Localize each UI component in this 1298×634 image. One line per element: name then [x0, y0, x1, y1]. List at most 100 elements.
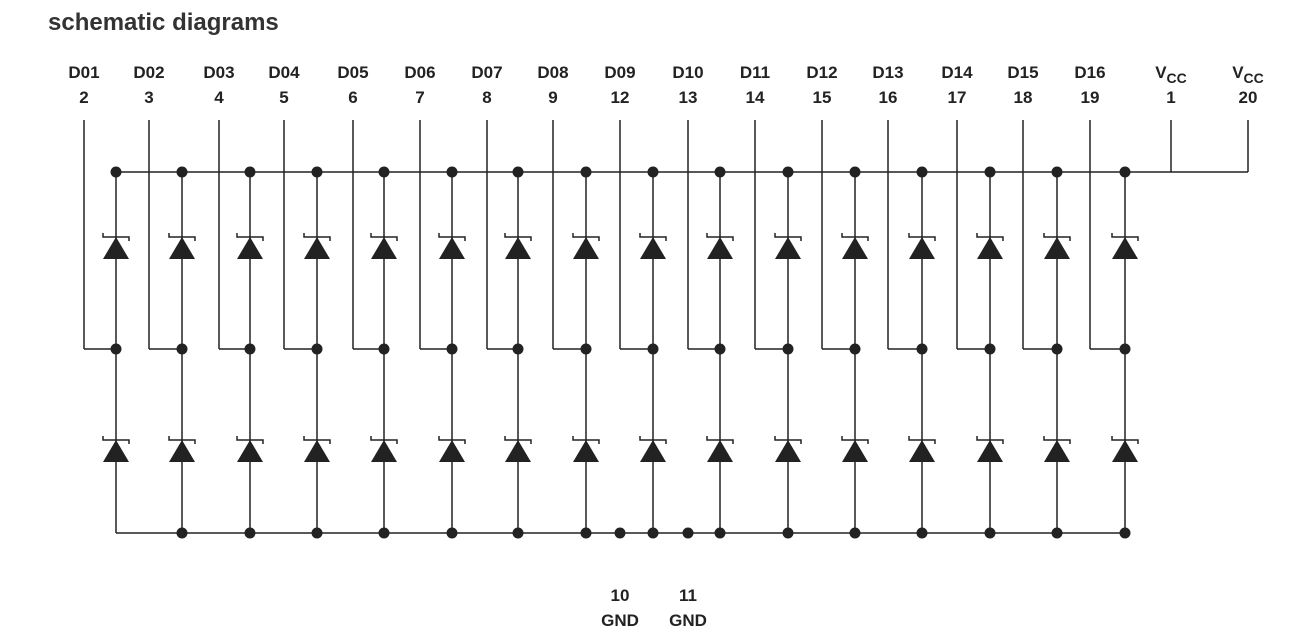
zener-diode: [103, 440, 129, 462]
pin-number: 15: [813, 88, 832, 107]
zener-diode: [640, 440, 666, 462]
zener-diode: [371, 440, 397, 462]
zener-bar: [572, 436, 600, 444]
junction: [1051, 527, 1063, 539]
junction: [647, 166, 659, 178]
zener-bar: [370, 436, 398, 444]
zener-bar: [236, 233, 264, 241]
junction: [110, 343, 122, 355]
zener-diode: [169, 440, 195, 462]
junction: [849, 527, 861, 539]
junction: [446, 166, 458, 178]
zener-bar: [303, 436, 331, 444]
junction: [512, 166, 524, 178]
pin-name: D16: [1074, 63, 1105, 82]
junction: [849, 166, 861, 178]
junction: [446, 527, 458, 539]
junction: [916, 343, 928, 355]
zener-diode: [1044, 440, 1070, 462]
zener-bar: [1043, 233, 1071, 241]
junction: [714, 527, 726, 539]
pin-number: 16: [879, 88, 898, 107]
zener-bar: [1043, 436, 1071, 444]
pin-name: D01: [68, 63, 99, 82]
zener-diode: [775, 237, 801, 259]
zener-bar: [706, 233, 734, 241]
pin-name: D14: [941, 63, 973, 82]
pin-name: D13: [872, 63, 903, 82]
zener-bar: [774, 233, 802, 241]
pin-name: D07: [471, 63, 502, 82]
zener-bar: [976, 233, 1004, 241]
junction: [378, 343, 390, 355]
junction: [311, 166, 323, 178]
zener-diode: [169, 237, 195, 259]
pin-name: D03: [203, 63, 234, 82]
zener-bar: [976, 436, 1004, 444]
pin-name: D05: [337, 63, 368, 82]
zener-diode: [304, 237, 330, 259]
zener-diode: [573, 440, 599, 462]
zener-bar: [370, 233, 398, 241]
junction: [682, 527, 694, 539]
junction: [580, 527, 592, 539]
junction: [647, 343, 659, 355]
pin-number: 12: [611, 88, 630, 107]
zener-diode: [775, 440, 801, 462]
zener-diode: [640, 237, 666, 259]
junction: [916, 166, 928, 178]
vcc-sub: CC: [1167, 70, 1187, 86]
pin-name: D11: [740, 63, 770, 82]
junction: [782, 166, 794, 178]
junction: [176, 343, 188, 355]
zener-bar: [168, 436, 196, 444]
pin-number: 2: [79, 88, 88, 107]
zener-bar: [908, 436, 936, 444]
zener-diode: [505, 440, 531, 462]
junction: [1119, 343, 1131, 355]
pin-number: 7: [415, 88, 424, 107]
zener-bar: [1111, 436, 1139, 444]
vcc-label: VCC: [1232, 63, 1264, 86]
junction: [512, 343, 524, 355]
pin-number: 18: [1014, 88, 1033, 107]
pin-name: D09: [604, 63, 635, 82]
junction: [782, 343, 794, 355]
junction: [378, 527, 390, 539]
vcc-number: 20: [1239, 88, 1258, 107]
zener-diode: [1112, 237, 1138, 259]
junction: [614, 527, 626, 539]
junction: [647, 527, 659, 539]
junction: [1119, 166, 1131, 178]
junction: [244, 343, 256, 355]
zener-bar: [572, 233, 600, 241]
zener-diode: [439, 237, 465, 259]
gnd-number: 10: [611, 586, 630, 605]
zener-diode: [505, 237, 531, 259]
zener-bar: [908, 233, 936, 241]
zener-diode: [304, 440, 330, 462]
pin-number: 13: [679, 88, 698, 107]
vcc-label: VCC: [1155, 63, 1187, 86]
zener-bar: [438, 233, 466, 241]
vcc-sub: CC: [1244, 70, 1264, 86]
zener-diode: [842, 440, 868, 462]
zener-diode: [237, 440, 263, 462]
zener-bar: [438, 436, 466, 444]
zener-diode: [439, 440, 465, 462]
junction: [311, 527, 323, 539]
junction: [580, 166, 592, 178]
zener-diode: [103, 237, 129, 259]
gnd-number: 11: [679, 586, 697, 605]
junction: [176, 166, 188, 178]
pin-name: D06: [404, 63, 435, 82]
zener-bar: [639, 233, 667, 241]
junction: [1051, 343, 1063, 355]
pin-name: D10: [672, 63, 703, 82]
pin-name: D08: [537, 63, 568, 82]
pin-name: D04: [268, 63, 300, 82]
junction: [849, 343, 861, 355]
junction: [580, 343, 592, 355]
junction: [1119, 527, 1131, 539]
